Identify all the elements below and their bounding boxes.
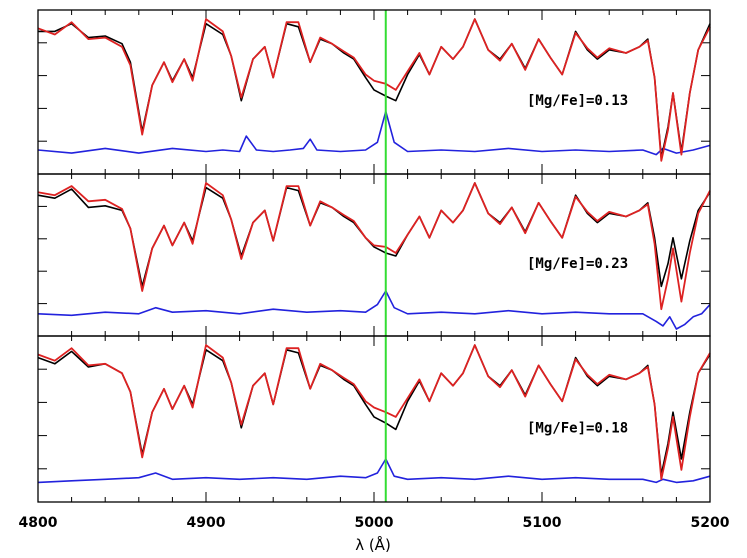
- model-line: [37, 18, 711, 162]
- panels-group: [Mg/Fe]=0.13 [Mg/Fe]=0.23 [Mg/Fe]=0.18: [37, 9, 711, 503]
- panel-3: [Mg/Fe]=0.18: [37, 335, 711, 503]
- x-tick-label: 5000: [355, 515, 394, 531]
- residual-line: [37, 458, 711, 484]
- observed-line: [38, 18, 711, 159]
- panel-2: [Mg/Fe]=0.23: [37, 173, 711, 337]
- residual-line: [37, 290, 711, 330]
- x-axis-label: λ (Å): [355, 535, 391, 554]
- x-tick-label: 5100: [523, 515, 562, 531]
- panel-annotation: [Mg/Fe]=0.18: [527, 420, 628, 436]
- panel-1: [Mg/Fe]=0.13: [37, 9, 711, 175]
- x-tick-label: 5200: [691, 515, 730, 531]
- panel-annotation: [Mg/Fe]=0.13: [527, 93, 628, 109]
- x-tick-label: 4900: [187, 515, 226, 531]
- panel-annotation: [Mg/Fe]=0.23: [527, 256, 628, 272]
- x-tick-label: 4800: [19, 515, 58, 531]
- residual-line: [37, 110, 711, 156]
- panel-frame: [37, 335, 711, 503]
- x-tick-labels: 4800 4900 5000 5100 5200: [19, 515, 730, 531]
- observed-line: [37, 344, 711, 476]
- model-line: [37, 182, 711, 311]
- panel-frame: [37, 9, 711, 175]
- model-line: [37, 344, 711, 481]
